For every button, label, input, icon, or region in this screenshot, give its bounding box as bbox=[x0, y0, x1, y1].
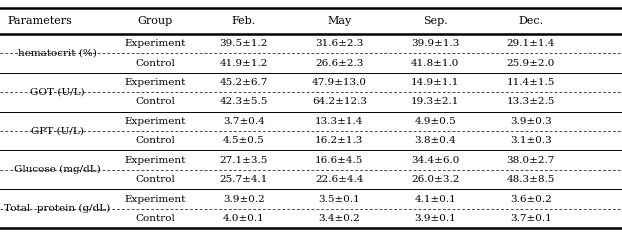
Text: Sep.: Sep. bbox=[423, 16, 447, 26]
Text: 39.5±1.2: 39.5±1.2 bbox=[220, 39, 268, 48]
Text: May: May bbox=[327, 16, 351, 26]
Text: Control: Control bbox=[136, 175, 175, 184]
Text: 3.1±0.3: 3.1±0.3 bbox=[510, 136, 552, 145]
Text: Experiment: Experiment bbox=[125, 117, 186, 126]
Text: 25.7±4.1: 25.7±4.1 bbox=[220, 175, 268, 184]
Text: 3.9±0.3: 3.9±0.3 bbox=[510, 117, 552, 126]
Text: 26.6±2.3: 26.6±2.3 bbox=[315, 59, 364, 68]
Text: Total  protein (g/dL): Total protein (g/dL) bbox=[4, 204, 111, 213]
Text: hematocrit (%): hematocrit (%) bbox=[18, 49, 97, 58]
Text: 4.1±0.1: 4.1±0.1 bbox=[414, 195, 456, 204]
Text: GOT (U/L): GOT (U/L) bbox=[30, 88, 85, 97]
Text: Experiment: Experiment bbox=[125, 78, 186, 87]
Text: 3.7±0.4: 3.7±0.4 bbox=[223, 117, 264, 126]
Text: Parameters: Parameters bbox=[7, 16, 72, 26]
Text: Control: Control bbox=[136, 136, 175, 145]
Text: 4.9±0.5: 4.9±0.5 bbox=[414, 117, 456, 126]
Text: 48.3±8.5: 48.3±8.5 bbox=[506, 175, 555, 184]
Text: 16.2±1.3: 16.2±1.3 bbox=[315, 136, 364, 145]
Text: Control: Control bbox=[136, 97, 175, 106]
Text: 3.7±0.1: 3.7±0.1 bbox=[510, 214, 552, 223]
Text: 3.8±0.4: 3.8±0.4 bbox=[414, 136, 456, 145]
Text: 27.1±3.5: 27.1±3.5 bbox=[220, 156, 268, 165]
Text: 16.6±4.5: 16.6±4.5 bbox=[315, 156, 364, 165]
Text: 3.9±0.1: 3.9±0.1 bbox=[414, 214, 456, 223]
Text: GPT (U/L): GPT (U/L) bbox=[31, 127, 84, 136]
Text: 22.6±4.4: 22.6±4.4 bbox=[315, 175, 364, 184]
Text: 25.9±2.0: 25.9±2.0 bbox=[506, 59, 555, 68]
Text: 29.1±1.4: 29.1±1.4 bbox=[506, 39, 555, 48]
Text: 31.6±2.3: 31.6±2.3 bbox=[315, 39, 364, 48]
Text: 3.9±0.2: 3.9±0.2 bbox=[223, 195, 264, 204]
Text: 39.9±1.3: 39.9±1.3 bbox=[411, 39, 459, 48]
Text: 34.4±6.0: 34.4±6.0 bbox=[411, 156, 459, 165]
Text: 19.3±2.1: 19.3±2.1 bbox=[411, 97, 459, 106]
Text: Dec.: Dec. bbox=[518, 16, 543, 26]
Text: 4.0±0.1: 4.0±0.1 bbox=[223, 214, 264, 223]
Text: 64.2±12.3: 64.2±12.3 bbox=[312, 97, 367, 106]
Text: 4.5±0.5: 4.5±0.5 bbox=[223, 136, 264, 145]
Text: Control: Control bbox=[136, 214, 175, 223]
Text: 14.9±1.1: 14.9±1.1 bbox=[411, 78, 459, 87]
Text: 3.5±0.1: 3.5±0.1 bbox=[318, 195, 360, 204]
Text: Feb.: Feb. bbox=[231, 16, 256, 26]
Text: 26.0±3.2: 26.0±3.2 bbox=[411, 175, 459, 184]
Text: 11.4±1.5: 11.4±1.5 bbox=[506, 78, 555, 87]
Text: Control: Control bbox=[136, 59, 175, 68]
Text: 41.8±1.0: 41.8±1.0 bbox=[411, 59, 459, 68]
Text: 41.9±1.2: 41.9±1.2 bbox=[220, 59, 268, 68]
Text: Glucose (mg/dL): Glucose (mg/dL) bbox=[14, 165, 101, 174]
Text: Experiment: Experiment bbox=[125, 156, 186, 165]
Text: Experiment: Experiment bbox=[125, 39, 186, 48]
Text: 38.0±2.7: 38.0±2.7 bbox=[506, 156, 555, 165]
Text: 47.9±13.0: 47.9±13.0 bbox=[312, 78, 367, 87]
Text: Group: Group bbox=[138, 16, 173, 26]
Text: 3.6±0.2: 3.6±0.2 bbox=[510, 195, 552, 204]
Text: 13.3±1.4: 13.3±1.4 bbox=[315, 117, 364, 126]
Text: Experiment: Experiment bbox=[125, 195, 186, 204]
Text: 42.3±5.5: 42.3±5.5 bbox=[220, 97, 268, 106]
Text: 13.3±2.5: 13.3±2.5 bbox=[506, 97, 555, 106]
Text: 45.2±6.7: 45.2±6.7 bbox=[220, 78, 268, 87]
Text: 3.4±0.2: 3.4±0.2 bbox=[318, 214, 360, 223]
